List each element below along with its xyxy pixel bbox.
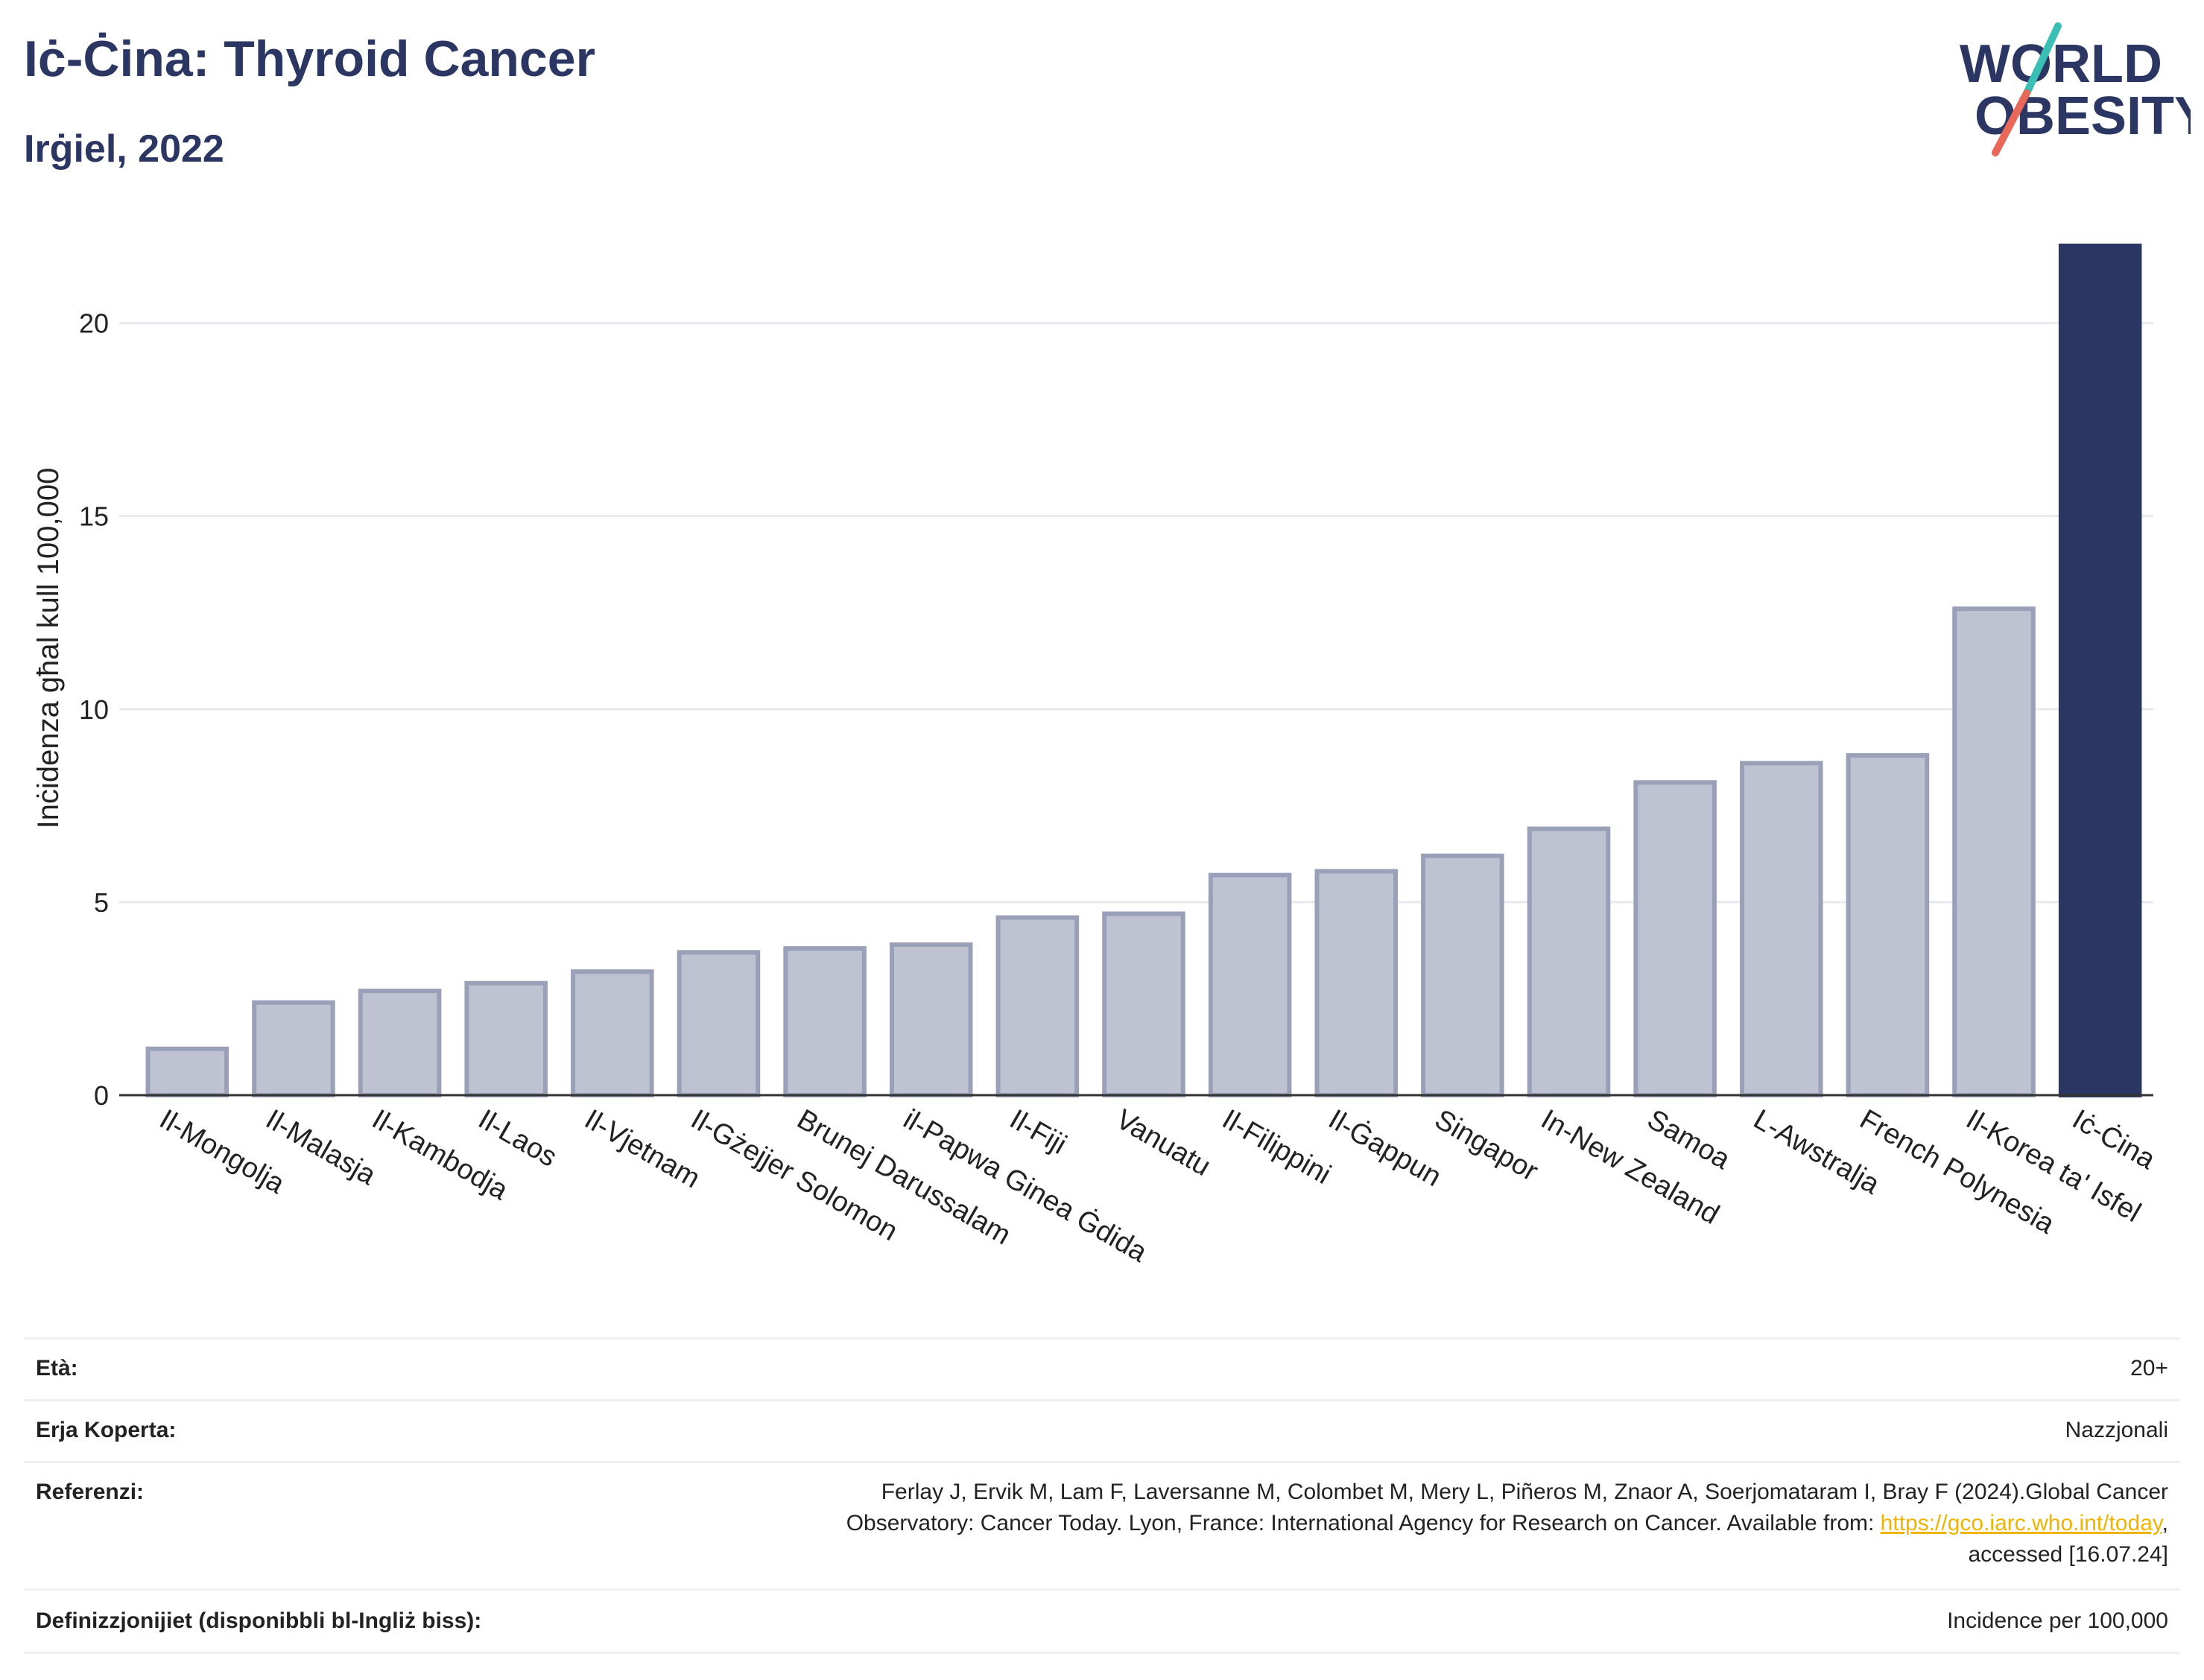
y-axis-label: Inċidenza għal kull 100,000: [32, 468, 65, 829]
info-table: Età: 20+ Erja Koperta: Nazzjonali Refere…: [24, 1337, 2180, 1654]
x-tick-label: Il-Fiji: [1004, 1103, 1071, 1160]
bar-i-ina[interactable]: [2058, 244, 2142, 1097]
x-tick-label: Singapor: [1429, 1103, 1543, 1188]
definitions-value: Incidence per 100,000: [1947, 1608, 2168, 1633]
references-line2: Observatory: Cancer Today. Lyon, France:…: [846, 1508, 2168, 1539]
x-tick-label: Il-Vjetnam: [579, 1103, 705, 1194]
world-obesity-logo: WORLD OBESITY: [1960, 22, 2191, 156]
area-value: Nazzjonali: [2065, 1418, 2168, 1442]
bar-french-polynesia[interactable]: [1846, 753, 1930, 1097]
info-row-age: Età: 20+: [24, 1337, 2180, 1399]
definitions-label: Definizzjonijiet (disponibbli bl-Ingliż …: [36, 1608, 482, 1633]
bar-il-kambodja[interactable]: [358, 989, 442, 1098]
references-link[interactable]: https://gco.iarc.who.int/today: [1880, 1511, 2162, 1535]
page-title: Iċ-Ċina: Thyroid Cancer: [24, 31, 596, 87]
bar-il-appun[interactable]: [1314, 869, 1399, 1098]
x-tick-label: Il-Ġappun: [1323, 1103, 1448, 1194]
references-line2-text: Observatory: Cancer Today. Lyon, France:…: [846, 1511, 1881, 1535]
y-tick-label: 0: [94, 1080, 109, 1111]
references-label: Referenzi:: [36, 1480, 145, 1504]
references-line2-post: ,: [2162, 1511, 2168, 1535]
bar-il-filippini[interactable]: [1208, 872, 1292, 1097]
info-row-definitions: Definizzjonijiet (disponibbli bl-Ingliż …: [24, 1588, 2180, 1654]
bar-vanuatu[interactable]: [1102, 911, 1185, 1098]
bar-il-g-ejjer-solomon[interactable]: [677, 950, 761, 1097]
references-line3: accessed [16.07.24]: [1968, 1542, 2168, 1567]
x-tick-label: Vanuatu: [1111, 1103, 1216, 1182]
bar-brunej-darussalam[interactable]: [783, 946, 867, 1098]
references-line1: Ferlay J, Ervik M, Lam F, Laversanne M, …: [881, 1480, 2168, 1504]
x-tick-label: Il-Laos: [473, 1103, 563, 1173]
bar-il-malasja[interactable]: [252, 1000, 335, 1097]
bars: [145, 244, 2142, 1098]
bar-il-laos[interactable]: [464, 980, 548, 1098]
logo-slash-teal: [2023, 22, 2062, 97]
bar-il-fiji[interactable]: [995, 915, 1080, 1097]
bar-il-mongolja[interactable]: [145, 1046, 229, 1098]
age-value: 20+: [2130, 1356, 2168, 1381]
age-label: Età:: [36, 1356, 78, 1381]
y-tick-labels: 0 5 10 15 20: [79, 308, 109, 1111]
x-tick-label: In-New Zealand: [1536, 1103, 1724, 1230]
x-tick-label: Il-Filippini: [1217, 1103, 1336, 1191]
bar-il-vjetnam[interactable]: [571, 969, 654, 1097]
bar-chart: 0 5 10 15 20 Il-MongoljaIl-MalasjaIl-Kambodj…: [32, 244, 2162, 1269]
bar-in-new-zealand[interactable]: [1527, 826, 1611, 1098]
page-subtitle: Irġiel, 2022: [24, 127, 224, 171]
bar-il-papwa-ginea-dida[interactable]: [889, 942, 973, 1097]
bar-l-awstralja[interactable]: [1740, 761, 1823, 1097]
area-label: Erja Koperta:: [36, 1418, 177, 1442]
info-row-area: Erja Koperta: Nazzjonali: [24, 1399, 2180, 1461]
y-tick-label: 15: [79, 501, 109, 532]
logo-slash-coral: [1992, 89, 2030, 156]
bar-il-korea-ta-isfel[interactable]: [1952, 606, 2036, 1097]
bar-singapor[interactable]: [1421, 853, 1504, 1098]
x-tick-label: French Polynesia: [1855, 1103, 2060, 1240]
y-tick-label: 20: [79, 308, 109, 339]
y-tick-label: 10: [79, 694, 109, 725]
info-row-references: Referenzi: Ferlay J, Ervik M, Lam F, Lav…: [24, 1461, 2180, 1588]
y-tick-label: 5: [94, 887, 109, 918]
bar-samoa[interactable]: [1633, 780, 1717, 1097]
logo-line1: WORLD: [1960, 34, 2162, 94]
references-value: Ferlay J, Ervik M, Lam F, Laversanne M, …: [846, 1477, 2168, 1570]
